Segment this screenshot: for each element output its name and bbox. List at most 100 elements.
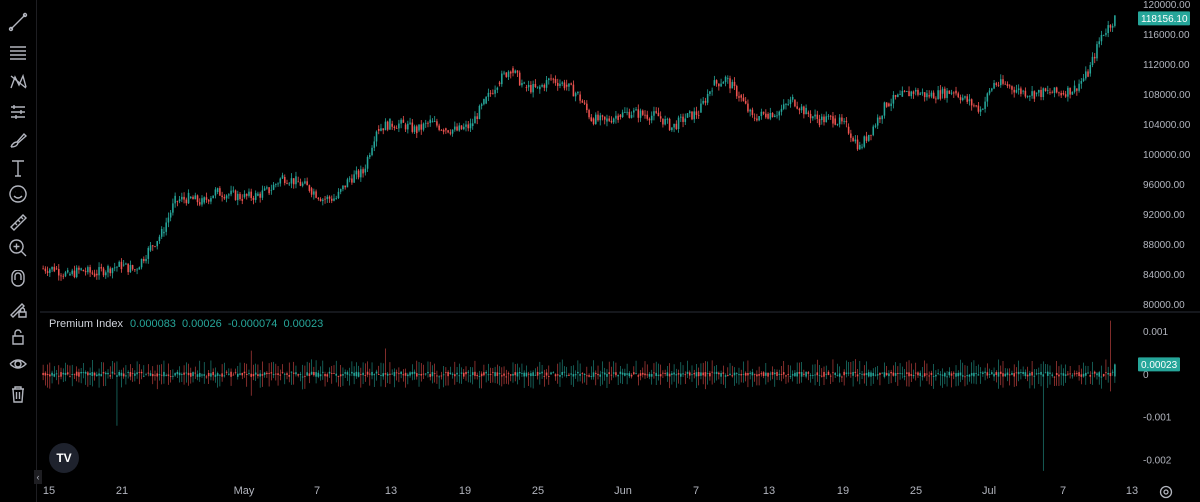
premium-bar — [377, 365, 380, 375]
premium-bar — [483, 364, 485, 377]
premium-bar — [970, 362, 973, 384]
candle — [865, 131, 868, 144]
premium-bar — [639, 369, 642, 381]
premium-bar — [1058, 366, 1060, 387]
candle — [366, 155, 369, 173]
candle — [565, 79, 568, 91]
premium-bar — [449, 366, 452, 375]
candle — [420, 120, 423, 135]
trash-icon[interactable] — [6, 382, 30, 406]
candle — [185, 197, 188, 206]
candle — [568, 83, 570, 92]
candle — [809, 110, 812, 124]
lock-icon[interactable] — [6, 324, 30, 348]
candle — [841, 114, 843, 125]
premium-bar — [747, 360, 749, 388]
brush-icon[interactable] — [6, 128, 30, 152]
candle — [930, 90, 933, 99]
indicator-legend[interactable]: Premium Index 0.000083 0.00026 -0.000074… — [49, 318, 326, 330]
premium-bar — [1109, 320, 1112, 392]
candle — [697, 110, 700, 119]
candle — [219, 186, 221, 196]
eye-icon[interactable] — [6, 352, 30, 376]
candle — [832, 112, 834, 128]
premium-bar — [532, 370, 534, 389]
premium-bar — [749, 370, 751, 380]
lock-drawing-icon[interactable] — [6, 296, 30, 320]
candle — [62, 273, 65, 280]
candle — [476, 112, 478, 125]
candle — [762, 111, 765, 116]
candle — [328, 195, 331, 203]
candle — [525, 84, 528, 92]
candle — [1040, 86, 1042, 101]
candle — [999, 74, 1002, 88]
premium-bar — [44, 371, 47, 386]
candle — [129, 260, 132, 273]
fib-levels-icon[interactable] — [6, 40, 30, 64]
premium-bar — [944, 371, 946, 385]
candle — [577, 91, 579, 95]
premium-bar — [66, 364, 69, 376]
premium-bar — [1069, 365, 1071, 379]
trend-line-icon[interactable] — [6, 10, 30, 34]
premium-bar — [865, 361, 868, 386]
drawing-toolbar — [0, 0, 37, 502]
candle — [163, 227, 165, 237]
candle — [313, 188, 315, 200]
candle — [505, 71, 508, 78]
pattern-icon[interactable] — [6, 70, 30, 94]
candle — [662, 118, 664, 128]
measure-tools-icon[interactable] — [6, 100, 30, 124]
premium-bar — [263, 371, 266, 378]
premium-bar — [735, 372, 738, 384]
magnet-icon[interactable] — [6, 268, 30, 292]
premium-bar — [290, 371, 293, 385]
premium-bar — [232, 372, 235, 376]
zoom-in-icon[interactable] — [6, 236, 30, 260]
premium-bar — [196, 370, 199, 381]
candle — [413, 124, 416, 134]
price-tick-label: 80000.00 — [1143, 300, 1185, 311]
candle — [970, 98, 973, 111]
candle — [897, 93, 899, 98]
candle — [140, 258, 143, 270]
candle — [1107, 20, 1109, 38]
candle — [957, 91, 960, 99]
text-icon[interactable] — [6, 156, 30, 180]
premium-bar — [465, 366, 467, 381]
premium-bar — [812, 364, 814, 379]
premium-bar — [120, 369, 123, 388]
premium-bar — [727, 367, 729, 377]
candle — [545, 76, 548, 92]
candle — [675, 120, 678, 131]
candle — [901, 86, 904, 97]
tradingview-logo[interactable]: TV — [49, 443, 79, 473]
candle — [1004, 81, 1007, 85]
collapse-toolbar-button[interactable]: ‹ — [34, 470, 42, 484]
premium-bar — [704, 361, 707, 390]
premium-bar — [257, 364, 259, 379]
premium-bar — [999, 365, 1002, 386]
premium-bar — [648, 371, 651, 380]
candle — [1093, 53, 1096, 64]
date-tick-label: 25 — [532, 485, 544, 497]
candle — [203, 196, 206, 205]
premium-bar — [937, 369, 939, 376]
candle — [507, 70, 510, 81]
candle — [190, 196, 192, 200]
premium-bar — [601, 361, 604, 385]
candle — [1060, 90, 1062, 99]
emoji-icon[interactable] — [6, 182, 30, 206]
premium-bar — [360, 367, 362, 388]
ruler-icon[interactable] — [6, 210, 30, 234]
svg-text:0.00023: 0.00023 — [1141, 360, 1178, 371]
premium-bar — [100, 362, 103, 377]
premium-bar — [230, 368, 232, 386]
premium-bar — [767, 372, 769, 383]
settings-gear-icon[interactable] — [1158, 484, 1174, 500]
candle — [87, 265, 89, 275]
premium-bar — [606, 369, 608, 389]
candle — [165, 217, 167, 236]
